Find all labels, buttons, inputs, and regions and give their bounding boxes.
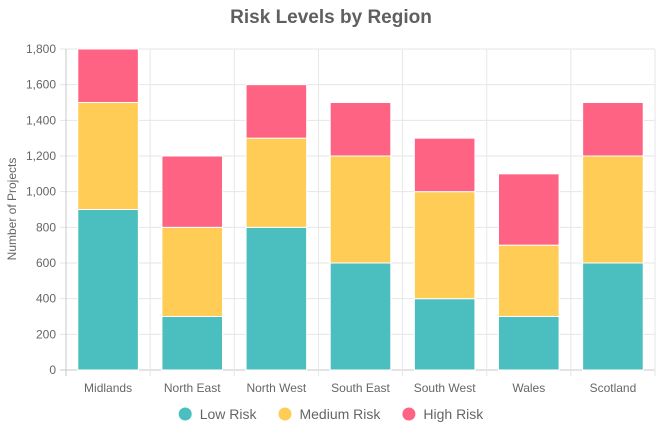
y-axis-ticks: 0 200 400 600 800 1,000 1,200 1,400 1,600 1,800 — [26, 42, 56, 377]
legend-item-medium-risk[interactable]: Medium Risk — [278, 406, 381, 422]
x-axis-ticks: Midlands North East North West South East So… — [84, 381, 636, 395]
bar-segment-low-risk[interactable] — [413, 298, 476, 371]
bar-segment-low-risk[interactable] — [161, 316, 224, 371]
y-tick-label: 800 — [36, 220, 56, 234]
y-tick-label: 1,000 — [26, 185, 56, 199]
bar-segment-medium-risk[interactable] — [161, 226, 224, 317]
y-tick-label: 1,600 — [26, 78, 56, 92]
legend-item-low-risk[interactable]: Low Risk — [178, 406, 258, 422]
x-tick-label: Midlands — [84, 381, 132, 395]
legend-swatch — [402, 407, 416, 421]
bar-segment-medium-risk[interactable] — [497, 244, 560, 318]
x-tick-label: North West — [246, 381, 306, 395]
bar-segment-medium-risk[interactable] — [77, 102, 139, 210]
bar-segment-low-risk[interactable] — [77, 209, 139, 371]
bar-segment-low-risk[interactable] — [329, 262, 392, 371]
legend[interactable]: Low Risk Medium Risk High Risk — [178, 406, 485, 422]
legend-label: High Risk — [423, 406, 484, 422]
x-tick-label: South West — [414, 381, 476, 395]
legend-label: Low Risk — [200, 406, 258, 422]
bar-segment-medium-risk[interactable] — [245, 137, 308, 228]
y-tick-label: 1,800 — [26, 42, 56, 56]
bar-segment-high-risk[interactable] — [582, 102, 644, 157]
bar-segment-high-risk[interactable] — [161, 155, 224, 228]
bar-segment-high-risk[interactable] — [245, 84, 308, 139]
chart-title: Risk Levels by Region — [230, 7, 432, 28]
bar-segment-medium-risk[interactable] — [413, 191, 476, 300]
legend-swatch — [178, 407, 192, 421]
x-tick-label: North East — [164, 381, 221, 395]
bar-segment-medium-risk[interactable] — [329, 155, 392, 264]
bar-segment-high-risk[interactable] — [329, 102, 392, 157]
legend-swatch — [278, 407, 292, 421]
bar-segment-low-risk[interactable] — [497, 316, 560, 371]
bar-segment-high-risk[interactable] — [77, 48, 139, 103]
bars — [77, 48, 644, 371]
bar-segment-low-risk[interactable] — [582, 262, 644, 371]
x-tick-label: Wales — [512, 381, 545, 395]
bar-segment-low-risk[interactable] — [245, 226, 308, 371]
legend-label: Medium Risk — [299, 406, 381, 422]
bar-segment-medium-risk[interactable] — [582, 155, 644, 264]
y-tick-label: 200 — [36, 327, 56, 341]
y-tick-label: 400 — [36, 292, 56, 306]
bar-segment-high-risk[interactable] — [497, 173, 560, 246]
y-tick-label: 1,200 — [26, 149, 56, 163]
y-tick-label: 1,400 — [26, 113, 56, 127]
x-tick-label: Scotland — [590, 381, 637, 395]
y-axis-title: Number of Projects — [5, 158, 19, 261]
y-tick-label: 0 — [49, 363, 56, 377]
legend-item-high-risk[interactable]: High Risk — [402, 406, 484, 422]
x-tick-label: South East — [331, 381, 390, 395]
bar-segment-high-risk[interactable] — [413, 137, 476, 193]
y-tick-label: 600 — [36, 256, 56, 270]
